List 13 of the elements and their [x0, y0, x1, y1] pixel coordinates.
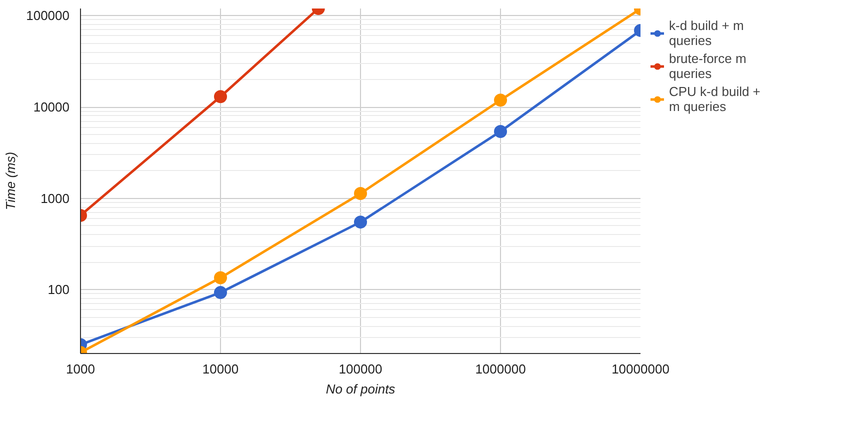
y-tick-label: 100000 [26, 8, 70, 24]
x-tick-label: 1000000 [475, 362, 526, 376]
x-axis-title: No of points [326, 382, 396, 396]
legend-label: brute-force m queries [669, 51, 746, 81]
y-axis-title: Time (ms) [3, 152, 18, 210]
x-tick-label: 10000000 [612, 362, 670, 376]
y-tick-label: 10000 [33, 100, 70, 115]
x-tick-label: 1000 [66, 362, 95, 376]
y-tick-label: 100 [48, 282, 70, 298]
x-tick-label: 100000 [338, 362, 382, 376]
legend-label: CPU k-d build + m queries [669, 84, 760, 114]
y-tick-label: 1000 [40, 190, 70, 206]
x-tick-label: 10000 [202, 362, 239, 376]
